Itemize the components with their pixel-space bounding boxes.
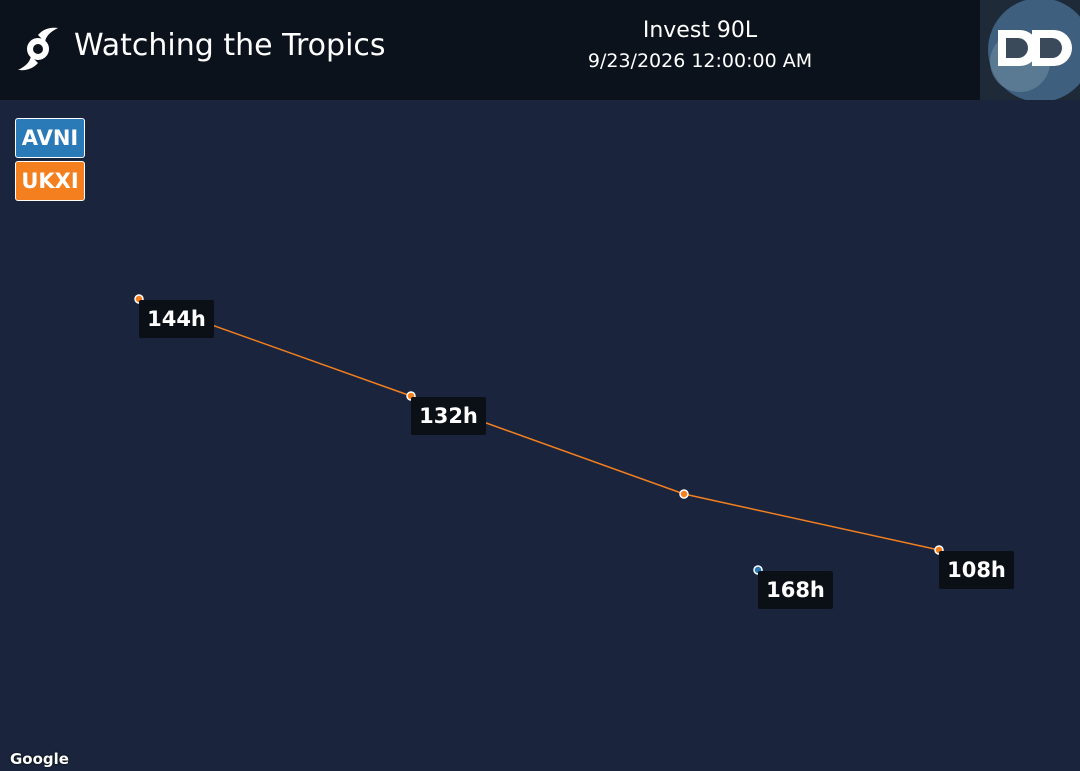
- logo[interactable]: [980, 0, 1080, 100]
- label-text: 168h: [766, 578, 825, 602]
- hurricane-icon: [18, 27, 58, 71]
- label-text: 108h: [947, 558, 1006, 582]
- forecast-label: 108h: [939, 551, 1014, 589]
- label-box: [139, 300, 214, 338]
- forecast-label: 132h: [411, 397, 486, 435]
- legend-item[interactable]: AVNI: [15, 118, 85, 158]
- track-point: [679, 489, 689, 499]
- label-text: 132h: [419, 404, 478, 428]
- label-box: [939, 551, 1014, 589]
- map-attribution: Google: [10, 750, 69, 768]
- label-text: 144h: [147, 307, 206, 331]
- header: Watching the Tropics Invest 90L 9/23/202…: [0, 0, 1080, 100]
- label-box: [758, 571, 833, 609]
- forecast-label: 144h: [139, 300, 214, 338]
- forecast-label: 168h: [758, 571, 833, 609]
- legend-item[interactable]: UKXI: [15, 161, 85, 201]
- track-line: [138, 298, 940, 551]
- storm-datetime: 9/23/2026 12:00:00 AM: [587, 50, 813, 72]
- app-title: Watching the Tropics: [74, 28, 386, 63]
- storm-name: Invest 90L: [642, 18, 758, 43]
- label-box: [411, 397, 486, 435]
